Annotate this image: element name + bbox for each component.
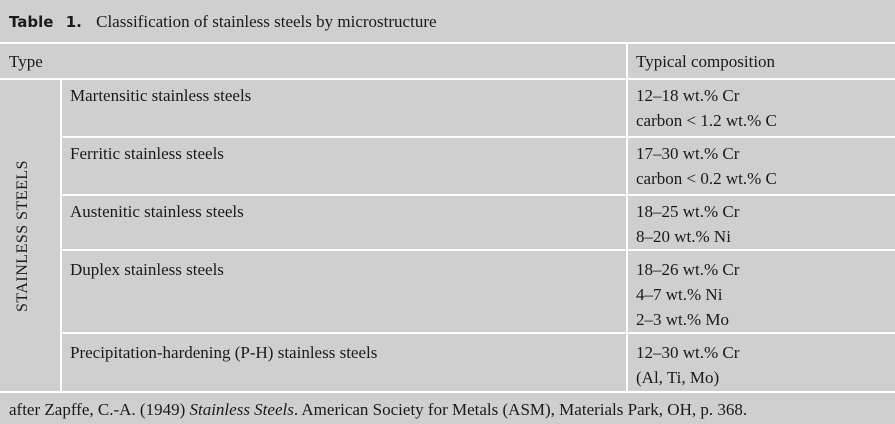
group-label-text: STAINLESS STEELS [14, 159, 31, 312]
row-type: Duplex stainless steels [70, 260, 224, 279]
table-caption: Table 1. Classification of stainless ste… [9, 9, 437, 35]
caption-label: Table [9, 13, 54, 31]
row-type: Austenitic stainless steels [70, 202, 244, 221]
row-type: Martensitic stainless steels [70, 86, 252, 105]
row-composition: 12–18 wt.% Cr carbon < 1.2 wt.% C [636, 86, 777, 130]
row-type: Precipitation-hardening (P-H) stainless … [70, 343, 378, 362]
row-composition: 18–26 wt.% Cr 4–7 wt.% Ni 2–3 wt.% Mo [636, 260, 740, 329]
row-type: Ferritic stainless steels [70, 144, 224, 163]
table-footnote: after Zapffe, C.-A. (1949) Stainless Ste… [9, 400, 748, 419]
header-type: Type [9, 52, 43, 71]
header-composition: Typical composition [636, 52, 776, 71]
caption-text: Classification of stainless steels by mi… [96, 12, 437, 31]
row-composition: 17–30 wt.% Cr carbon < 0.2 wt.% C [636, 144, 777, 188]
row-composition: 12–30 wt.% Cr (Al, Ti, Mo) [636, 343, 740, 387]
group-label: STAINLESS STEELS [8, 84, 38, 387]
row-composition: 18–25 wt.% Cr 8–20 wt.% Ni [636, 202, 740, 246]
caption-number: 1. [65, 13, 82, 31]
